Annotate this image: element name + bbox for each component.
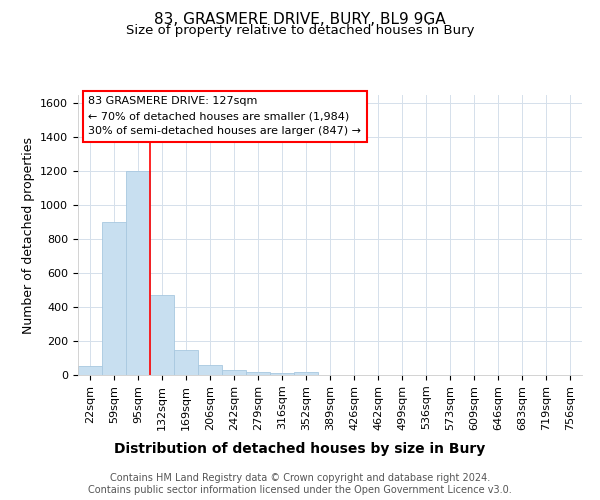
Bar xyxy=(222,370,246,375)
Bar xyxy=(78,366,102,375)
Bar xyxy=(126,172,150,375)
Bar xyxy=(246,372,270,375)
Text: Size of property relative to detached houses in Bury: Size of property relative to detached ho… xyxy=(126,24,474,37)
Text: Contains HM Land Registry data © Crown copyright and database right 2024.
Contai: Contains HM Land Registry data © Crown c… xyxy=(88,474,512,495)
Bar xyxy=(270,374,294,375)
Y-axis label: Number of detached properties: Number of detached properties xyxy=(22,136,35,334)
Text: Distribution of detached houses by size in Bury: Distribution of detached houses by size … xyxy=(115,442,485,456)
Bar xyxy=(174,350,198,375)
Bar xyxy=(198,365,222,375)
Bar xyxy=(294,372,318,375)
Text: 83 GRASMERE DRIVE: 127sqm
← 70% of detached houses are smaller (1,984)
30% of se: 83 GRASMERE DRIVE: 127sqm ← 70% of detac… xyxy=(88,96,361,136)
Bar xyxy=(150,295,174,375)
Text: 83, GRASMERE DRIVE, BURY, BL9 9GA: 83, GRASMERE DRIVE, BURY, BL9 9GA xyxy=(154,12,446,28)
Bar xyxy=(102,222,126,375)
